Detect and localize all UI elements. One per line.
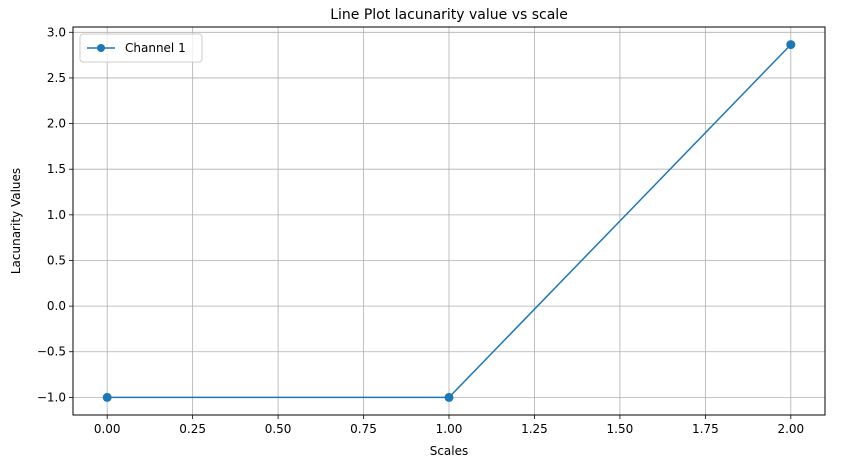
x-tick-label: 1.25 [521,422,548,436]
legend-label: Channel 1 [125,41,186,55]
x-tick-label: 2.00 [777,422,804,436]
y-tick-label: 3.0 [47,25,66,39]
legend-box [79,33,203,63]
x-tick-label: 1.00 [436,422,463,436]
data-point [102,392,112,402]
y-tick-label: 1.5 [47,162,66,176]
y-tick-label: 2.0 [47,117,66,131]
x-tick-label: 1.75 [692,422,719,436]
x-tick-label: 0.50 [265,422,292,436]
y-tick-label: −0.5 [37,345,66,359]
x-tick-label: 1.50 [607,422,634,436]
y-tick-label: 0.5 [47,253,66,267]
chart-title: Line Plot lacunarity value vs scale [330,7,568,23]
y-tick-label: −1.0 [37,390,66,404]
data-point [444,392,454,402]
y-axis-label: Lacunarity Values [9,168,23,274]
grid [73,27,825,415]
y-tick-label: 2.5 [47,71,66,85]
data-point [786,40,796,50]
y-tick-label: 0.0 [47,299,66,313]
y-tick-label: 1.0 [47,208,66,222]
x-tick-label: 0.75 [350,422,377,436]
legend-marker-swatch [97,44,105,52]
series-layer [102,40,796,402]
x-tick-label: 0.25 [179,422,206,436]
x-axis-label: Scales [430,444,469,458]
x-tick-label: 0.00 [94,422,121,436]
legend: Channel 1 [79,33,203,63]
ticks: 0.00 0.25 0.50 0.75 1.00 1.25 1.50 1.75 2.00 −1.0… [37,25,804,436]
